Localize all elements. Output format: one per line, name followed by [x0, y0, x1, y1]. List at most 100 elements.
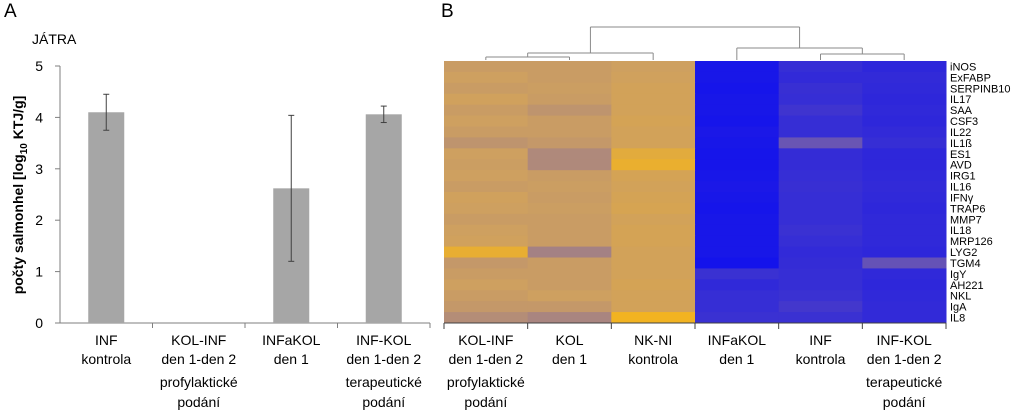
heatmap-cell [611, 312, 696, 324]
heatmap-cell [695, 192, 780, 204]
heatmap-cell [778, 246, 863, 258]
group-label: podání [177, 394, 220, 410]
group-label: podání [464, 394, 507, 410]
heatmap: iNOSExFABPSERPINB10IL17SAACSF3IL22IL1ßES… [443, 26, 1011, 410]
heatmap-cell [611, 279, 696, 291]
heatmap-cell [695, 257, 780, 269]
heatmap-cell [444, 290, 529, 302]
column-label: KOL-INF [458, 332, 513, 348]
heatmap-cell [611, 159, 696, 171]
heatmap-cell [695, 279, 780, 291]
heatmap-cell [611, 268, 696, 280]
heatmap-cell [444, 235, 529, 248]
column-label: INF [809, 332, 832, 348]
heatmap-cell [778, 104, 863, 117]
heatmap-cell [611, 104, 696, 117]
heatmap-cell [444, 181, 529, 193]
heatmap-cell [444, 192, 529, 204]
heatmap-cell [862, 301, 947, 313]
column-label: INFaKOL [708, 332, 767, 348]
column-label: den 1-den 2 [448, 351, 523, 367]
panel-a-ylabel: počty salmonhel [log10 KTJ/g] [10, 96, 30, 295]
row-label: IL22 [950, 127, 971, 139]
heatmap-cell [695, 290, 780, 302]
column-label: kontrola [796, 351, 846, 367]
group-label: profylaktické [160, 374, 238, 390]
heatmap-cell [611, 181, 696, 193]
heatmap-cell [778, 148, 863, 160]
heatmap-cell [695, 159, 780, 171]
row-label: MRP126 [950, 236, 993, 248]
heatmap-cell [444, 115, 529, 127]
row-label: IL1ß [950, 138, 972, 150]
row-label: IgY [950, 269, 967, 281]
row-label: SAA [950, 105, 973, 117]
heatmap-cell [527, 61, 612, 73]
y-tick-label: 0 [35, 315, 43, 331]
heatmap-cell [444, 312, 529, 324]
heatmap-cell [862, 257, 947, 269]
heatmap-cell [444, 202, 529, 215]
heatmap-cell [527, 93, 612, 106]
column-label: NK-NI [634, 332, 672, 348]
ylabel-main: počty salmonhel [log [10, 154, 26, 294]
heatmap-cell [527, 148, 612, 160]
heatmap-cell [862, 148, 947, 160]
y-tick-label: 5 [35, 58, 43, 74]
row-label: IL16 [950, 182, 971, 194]
heatmap-cell [778, 301, 863, 313]
heatmap-cell [444, 301, 529, 313]
column-label: den 1 [719, 351, 754, 367]
heatmap-cell [695, 181, 780, 193]
heatmap-cell [695, 126, 780, 138]
heatmap-cell [778, 235, 863, 248]
row-label: iNOS [950, 61, 976, 73]
heatmap-cell [444, 148, 529, 160]
heatmap-cell [444, 126, 529, 138]
heatmap-cell [611, 202, 696, 215]
heatmap-cell [444, 268, 529, 280]
row-label: ES1 [950, 149, 971, 161]
bar [88, 112, 125, 323]
heatmap-cell [527, 192, 612, 204]
heatmap-cell [444, 93, 529, 106]
row-label: IRG1 [950, 171, 976, 183]
ylabel-subscript: 10 [19, 143, 30, 155]
row-label: IgA [950, 302, 967, 314]
heatmap-cell [695, 170, 780, 182]
heatmap-cell [862, 290, 947, 302]
heatmap-cell [778, 279, 863, 291]
category-label: INFaKOL [262, 332, 321, 348]
heatmap-cell [611, 290, 696, 302]
heatmap-cell [611, 213, 696, 226]
row-label: SERPINB10 [950, 83, 1011, 95]
heatmap-cell [444, 61, 529, 73]
heatmap-cell [778, 312, 863, 324]
heatmap-cell [611, 126, 696, 138]
heatmap-cell [862, 312, 947, 324]
panel-b-label: B [441, 1, 454, 22]
panel-a-label: A [4, 1, 17, 22]
heatmap-cell [695, 137, 780, 149]
y-tick-label: 4 [35, 109, 43, 125]
heatmap-cell [527, 115, 612, 127]
heatmap-cell [695, 61, 780, 73]
heatmap-cell [695, 224, 780, 237]
heatmap-cell [611, 170, 696, 182]
heatmap-cell [527, 104, 612, 117]
heatmap-cell [527, 224, 612, 237]
heatmap-cell [527, 312, 612, 324]
row-label: TRAP6 [950, 203, 985, 215]
heatmap-cell [862, 159, 947, 171]
heatmap-cell [695, 301, 780, 313]
group-label: podání [362, 394, 405, 410]
category-label: kontrola [81, 351, 131, 367]
heatmap-cell [444, 279, 529, 291]
heatmap-cell [527, 301, 612, 313]
panel-a-title: JÁTRA [32, 31, 77, 47]
y-tick-label: 3 [35, 161, 43, 177]
column-label: den 1 [552, 351, 587, 367]
heatmap-cell [862, 71, 947, 84]
bar-chart: 0 1 2 3 4 5 INF kontrola KOL-INF den 1-den 2 INFaK… [35, 58, 431, 410]
